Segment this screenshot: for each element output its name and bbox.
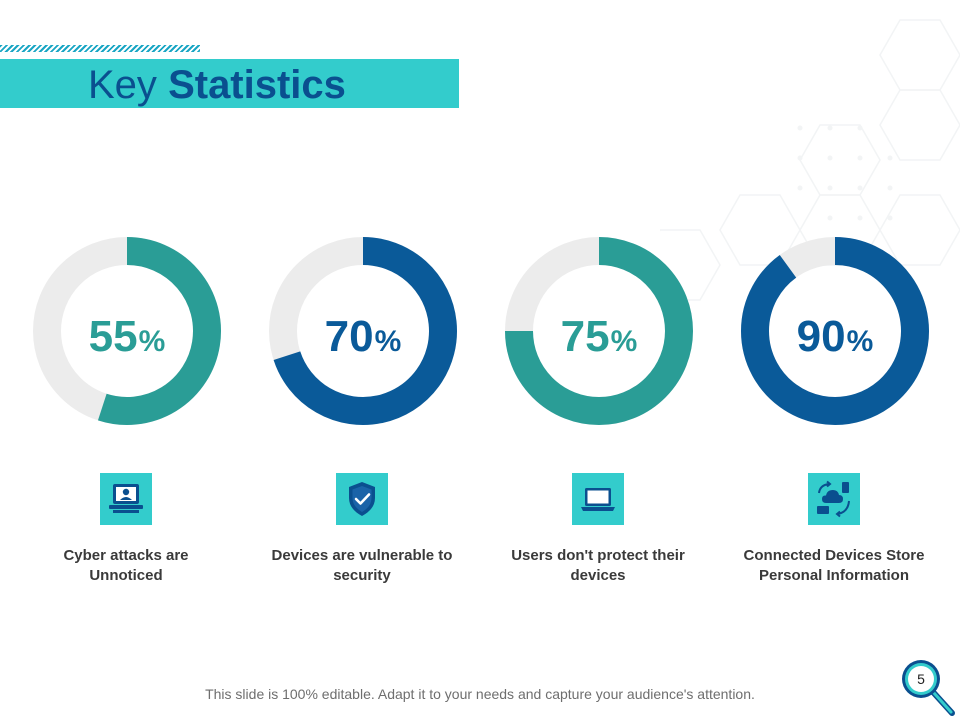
magnifier-icon: 5 (902, 660, 955, 716)
donut-value: 70 (325, 312, 374, 361)
page-number-badge: 5 (900, 658, 960, 720)
percent-sign: % (139, 325, 166, 358)
caption-line-2: devices (570, 567, 626, 584)
donut-arc (97, 237, 221, 425)
caption-line-1: Users don't protect their (511, 547, 685, 564)
title-bar (0, 59, 459, 108)
donut-arc (273, 237, 457, 425)
caption-line-1: Devices are vulnerable to (271, 547, 453, 564)
caption-line-1: Cyber attacks are (63, 547, 189, 564)
percent-sign: % (611, 325, 638, 358)
donut-value-label: 90% (797, 312, 874, 361)
caption-1: Cyber attacks are Unnoticed (16, 546, 236, 586)
donut-chart-4: 90% (741, 237, 929, 425)
donut-chart-2: 70% (269, 237, 457, 425)
title-stripe-decoration (0, 45, 200, 52)
hacker-laptop-icon (100, 473, 152, 525)
title-bold: Statistics (168, 63, 346, 107)
caption-line-2: security (333, 567, 391, 584)
donut-value: 55 (89, 312, 138, 361)
caption-line-2: Personal Information (758, 567, 910, 584)
title-regular: Key (88, 63, 157, 107)
donut-svg-3: 75% (505, 237, 693, 425)
donut-value: 75 (561, 312, 610, 361)
donut-svg-2: 70% (269, 237, 457, 425)
donut-value-label: 55% (89, 312, 166, 361)
donut-value-label: 75% (561, 312, 638, 361)
caption-3: Users don't protect their devices (488, 546, 708, 586)
donut-svg-1: 55% (33, 237, 221, 425)
donut-chart-1: 55% (33, 237, 221, 425)
caption-4: Connected Devices Store Personal Informat… (724, 546, 944, 586)
donut-arc (505, 237, 693, 425)
donut-arc (741, 237, 929, 425)
caption-line-2: Unnoticed (89, 567, 163, 584)
laptop-icon (572, 473, 624, 525)
slide-title: Key Statistics (88, 62, 346, 108)
donut-chart-3: 75% (505, 237, 693, 425)
shield-check-icon (336, 473, 388, 525)
percent-sign: % (375, 325, 402, 358)
footer-note: This slide is 100% editable. Adapt it to… (205, 686, 755, 702)
donut-value-label: 70% (325, 312, 402, 361)
donut-svg-4: 90% (741, 237, 929, 425)
cloud-devices-sync-icon (808, 473, 860, 525)
caption-line-1: Connected Devices Store (743, 547, 925, 564)
caption-2: Devices are vulnerable to security (252, 546, 472, 586)
page-number: 5 (917, 671, 925, 687)
percent-sign: % (847, 325, 874, 358)
donut-value: 90 (797, 312, 846, 361)
